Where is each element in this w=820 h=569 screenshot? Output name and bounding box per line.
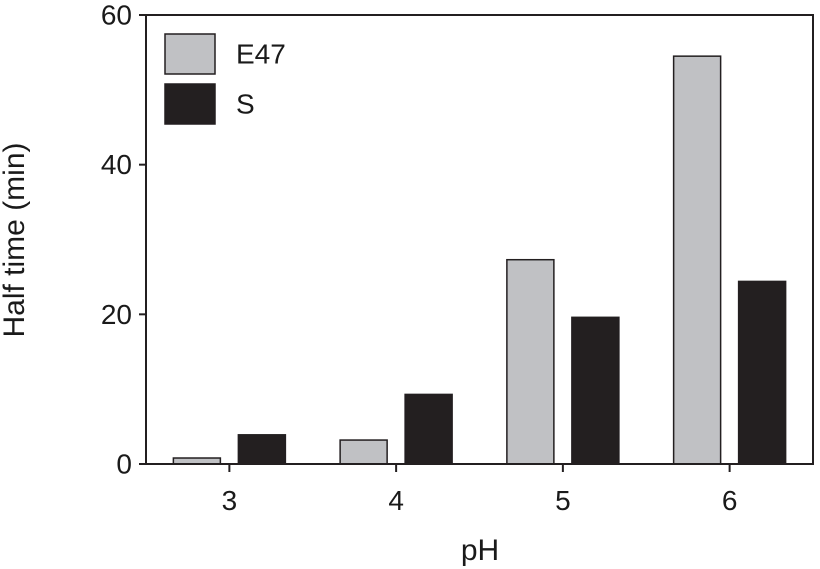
plot-frame xyxy=(145,14,814,465)
bar-e47-ph6 xyxy=(672,55,722,465)
y-tick-label: 20 xyxy=(101,299,132,330)
bar-e47-ph5 xyxy=(506,258,555,465)
legend: E47 S xyxy=(164,33,286,125)
y-tick-label: 60 xyxy=(101,0,132,31)
legend-label-e47: E47 xyxy=(236,39,286,70)
y-axis-title: Half time (min) xyxy=(0,142,31,337)
bars-layer xyxy=(172,55,787,465)
x-tick-label: 3 xyxy=(222,485,238,516)
x-axis: 3 4 5 6 xyxy=(222,464,738,516)
bar-s-ph6 xyxy=(737,280,787,465)
bar-s-ph4 xyxy=(404,393,453,465)
x-tick-label: 4 xyxy=(388,485,404,516)
bar-s-ph5 xyxy=(571,316,620,465)
bar-s-ph3 xyxy=(237,434,287,465)
x-tick-label: 6 xyxy=(722,485,738,516)
legend-swatch-e47 xyxy=(164,33,216,75)
legend-swatch-s xyxy=(164,83,216,125)
bar-e47-ph4 xyxy=(339,439,388,465)
y-tick-label: 40 xyxy=(101,149,132,180)
y-tick-label: 0 xyxy=(116,449,132,480)
y-axis: 0 20 40 60 xyxy=(101,0,146,480)
x-axis-title: pH xyxy=(461,534,499,567)
x-tick-label: 5 xyxy=(555,485,571,516)
legend-label-s: S xyxy=(236,89,255,120)
